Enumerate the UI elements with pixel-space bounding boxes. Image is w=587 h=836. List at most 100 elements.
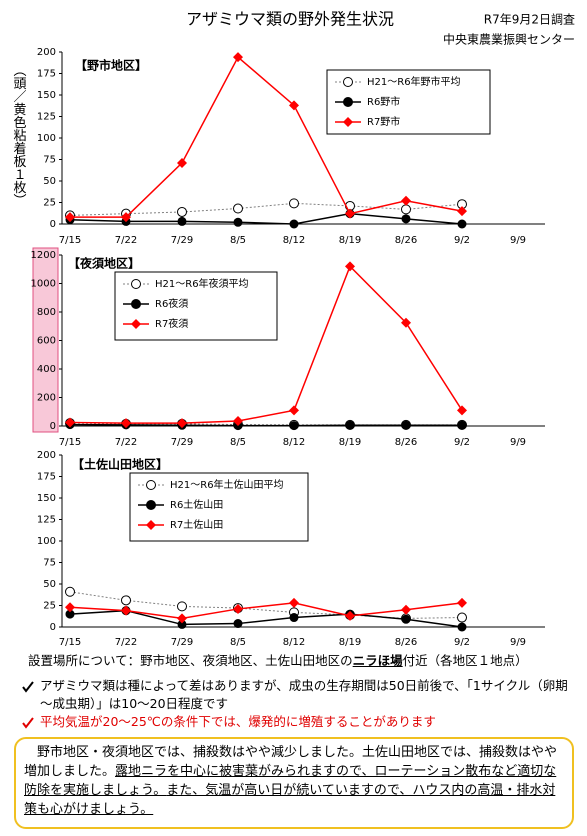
series-line — [69, 591, 463, 619]
y-tick-label: 125 — [37, 112, 56, 123]
y-tick-label: 0 — [50, 421, 56, 432]
x-tick-label: 8/12 — [283, 437, 305, 448]
legend-marker — [131, 319, 141, 329]
y-tick-label: 50 — [43, 176, 56, 187]
y-tick-label: 75 — [43, 155, 56, 166]
marker — [401, 420, 411, 430]
y-tick-label: 100 — [37, 133, 56, 144]
marker — [233, 217, 243, 227]
y-tick-label: 75 — [43, 558, 56, 569]
check-icon — [22, 717, 34, 729]
marker — [121, 212, 131, 223]
x-tick-label: 8/19 — [339, 637, 361, 648]
marker — [289, 613, 299, 623]
x-tick-label: 8/5 — [230, 235, 246, 246]
x-tick-label: 7/15 — [59, 437, 81, 448]
y-axis-label: （頭／黄色粘着板１枚） — [11, 64, 27, 207]
x-tick-label: 8/19 — [339, 235, 361, 246]
x-tick-label: 8/12 — [283, 637, 305, 648]
legend-label: H21～R6年夜須平均 — [155, 277, 249, 290]
location-note: 設置場所について：野市地区、夜須地区、土佐山田地区のニラほ場付近（各地区１地点） — [28, 652, 528, 670]
marker — [65, 212, 75, 223]
marker — [233, 203, 243, 214]
y-tick-label: 200 — [37, 393, 56, 404]
x-tick-label: 8/5 — [230, 637, 246, 648]
y-tick-label: 800 — [37, 307, 56, 318]
summary-text: 野市地区・夜須地区では、捕殺数はやや減少しました。土佐山田地区では、捕殺数はやや… — [24, 745, 558, 779]
marker — [121, 605, 131, 616]
bullet: アザミウマ類は種によって差はありますが、成虫の生存期間は50日前後で、「1サイク… — [40, 678, 568, 711]
legend-label: R7土佐山田 — [170, 518, 223, 531]
marker — [65, 602, 75, 613]
area-title: 【土佐山田地区】 — [72, 457, 168, 472]
x-tick-label: 9/9 — [510, 235, 526, 246]
marker — [177, 157, 187, 168]
summary-text: また、気温が高い日が続いていますので、ハウス内の高温・排水対策も心がけましょう。 — [24, 783, 556, 817]
legend-marker — [131, 279, 141, 289]
marker — [345, 261, 355, 272]
legend-marker — [131, 299, 141, 309]
x-tick-label: 7/29 — [171, 235, 193, 246]
legend-label: R7夜須 — [155, 317, 188, 330]
y-tick-label: 0 — [50, 219, 56, 230]
legend-label: H21～R6年野市平均 — [367, 75, 461, 88]
x-tick-label: 7/29 — [171, 637, 193, 648]
x-tick-label: 7/22 — [115, 637, 137, 648]
x-tick-label: 8/26 — [395, 437, 417, 448]
note-text: 付近（各地区１地点） — [402, 653, 528, 668]
legend-marker — [146, 480, 156, 490]
y-tick-label: 400 — [37, 364, 56, 375]
marker — [233, 603, 243, 614]
y-tick-label: 100 — [37, 536, 56, 547]
x-tick-label: 7/15 — [59, 637, 81, 648]
survey-date: R7年9月2日調査 — [484, 13, 575, 27]
series-line — [69, 609, 463, 628]
marker — [457, 420, 467, 430]
legend-label: H21～R6年土佐山田平均 — [170, 478, 284, 491]
marker — [289, 100, 299, 111]
marker — [345, 208, 355, 219]
marker — [177, 418, 187, 429]
legend — [129, 472, 309, 542]
bullet: 平均気温が20～25℃の条件下では、爆発的に増殖することがあります — [40, 714, 436, 729]
marker — [233, 619, 243, 629]
marker — [457, 622, 467, 632]
marker — [121, 418, 131, 429]
x-tick-label: 8/26 — [395, 637, 417, 648]
y-tick-label: 200 — [37, 450, 56, 461]
x-tick-label: 9/2 — [454, 235, 470, 246]
x-tick-label: 7/15 — [59, 235, 81, 246]
x-tick-label: 8/12 — [283, 235, 305, 246]
summary-text: 露地ニラを中心に被害葉がみられますので、ローテーション散布など適切な防除を実施し… — [24, 764, 557, 798]
x-tick-label: 8/26 — [395, 235, 417, 246]
legend-label: R6土佐山田 — [170, 498, 223, 511]
marker — [401, 614, 411, 624]
area-title: 【野市地区】 — [75, 58, 147, 73]
series-line — [69, 212, 463, 225]
marker — [345, 420, 355, 430]
marker — [457, 597, 467, 608]
legend — [114, 271, 278, 341]
marker — [233, 52, 243, 63]
marker — [401, 195, 411, 206]
y-tick-label: 25 — [43, 601, 56, 612]
marker — [401, 204, 411, 215]
series-line — [69, 423, 462, 427]
x-tick-label: 9/2 — [454, 637, 470, 648]
axis-highlight — [32, 247, 59, 433]
series-line — [70, 55, 463, 218]
y-tick-label: 25 — [43, 198, 56, 209]
x-tick-label: 7/22 — [115, 235, 137, 246]
legend-marker — [343, 97, 353, 107]
marker — [457, 206, 467, 217]
y-tick-label: 175 — [37, 472, 56, 483]
x-tick-label: 9/9 — [510, 637, 526, 648]
title: アザミウマ類の野外発生状況 — [186, 10, 394, 29]
series-line — [69, 202, 463, 216]
legend-marker — [146, 520, 156, 530]
legend-marker — [146, 500, 156, 510]
check-icon — [22, 681, 34, 693]
series-line — [69, 602, 463, 620]
x-tick-label: 7/29 — [171, 437, 193, 448]
marker — [401, 214, 411, 224]
